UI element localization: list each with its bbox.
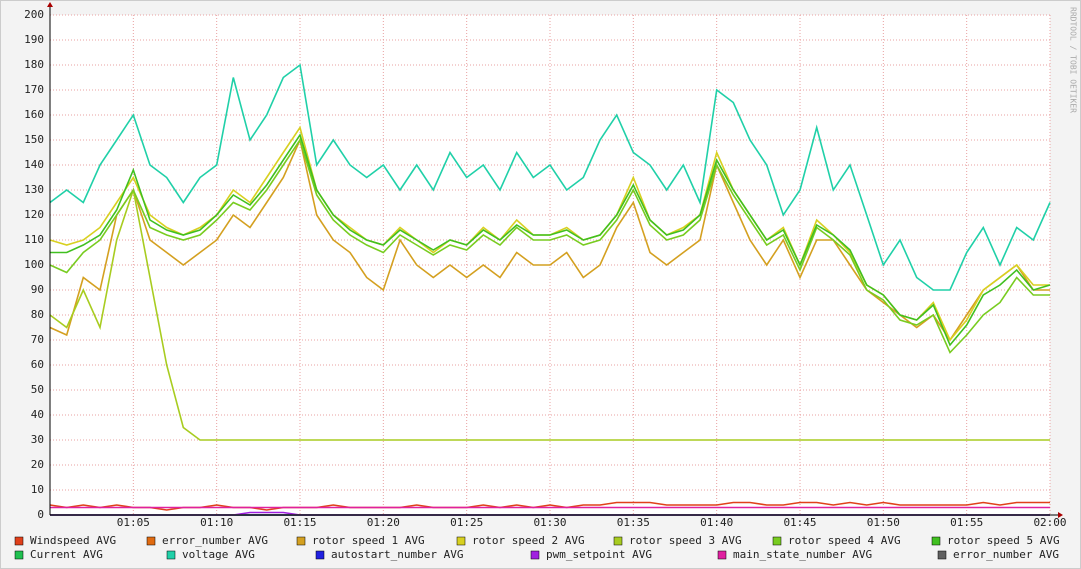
legend-swatch	[14, 536, 24, 546]
legend-swatch	[772, 536, 782, 546]
legend-swatch	[146, 536, 156, 546]
x-tick-label: 01:20	[367, 516, 400, 529]
x-tick-label: 01:10	[200, 516, 233, 529]
legend-label: rotor speed 2 AVG	[472, 534, 585, 547]
y-tick-label: 180	[24, 58, 44, 71]
x-tick-label: 01:25	[450, 516, 483, 529]
legend-label: main_state_number AVG	[733, 548, 872, 561]
legend-swatch	[14, 550, 24, 560]
legend-swatch	[613, 536, 623, 546]
legend-label: voltage AVG	[182, 548, 255, 561]
legend-label: error_number AVG	[953, 548, 1059, 561]
y-tick-label: 60	[31, 358, 44, 371]
y-tick-label: 170	[24, 83, 44, 96]
y-tick-label: 50	[31, 383, 44, 396]
legend-label: rotor speed 1 AVG	[312, 534, 425, 547]
series-line	[49, 186, 1050, 441]
legend-swatch	[456, 536, 466, 546]
legend-swatch	[166, 550, 176, 560]
x-tick-label: 01:40	[700, 516, 733, 529]
legend-swatch	[296, 536, 306, 546]
y-tick-label: 200	[24, 8, 44, 21]
y-tick-label: 130	[24, 183, 44, 196]
y-tick-label: 40	[31, 408, 44, 421]
axis-arrow	[47, 2, 53, 7]
y-tick-label: 0	[37, 508, 44, 521]
y-tick-label: 30	[31, 433, 44, 446]
series-line	[49, 138, 1050, 354]
y-tick-label: 150	[24, 133, 44, 146]
y-tick-label: 90	[31, 283, 44, 296]
y-tick-label: 100	[24, 258, 44, 271]
y-tick-label: 10	[31, 483, 44, 496]
legend-swatch	[717, 550, 727, 560]
x-tick-label: 02:00	[1033, 516, 1066, 529]
legend-label: pwm_setpoint AVG	[546, 548, 652, 561]
series-line	[49, 63, 1051, 291]
legend-label: autostart_number AVG	[331, 548, 463, 561]
legend-label: error_number AVG	[162, 534, 268, 547]
x-tick-label: 01:05	[117, 516, 150, 529]
x-tick-label: 01:55	[950, 516, 983, 529]
y-tick-label: 140	[24, 158, 44, 171]
watermark: RRDTOOL / TOBI OETIKER	[1069, 7, 1078, 113]
legend-label: rotor speed 3 AVG	[629, 534, 742, 547]
legend-label: rotor speed 5 AVG	[947, 534, 1060, 547]
y-tick-label: 190	[24, 33, 44, 46]
y-tick-label: 70	[31, 333, 44, 346]
series-line	[50, 133, 1051, 347]
legend-label: Windspeed AVG	[30, 534, 116, 547]
y-tick-label: 80	[31, 308, 44, 321]
y-tick-label: 110	[24, 233, 44, 246]
legend-swatch	[937, 550, 947, 560]
series-line	[49, 137, 1050, 342]
y-tick-label: 20	[31, 458, 44, 471]
legend-swatch	[315, 550, 325, 560]
legend-label: Current AVG	[30, 548, 103, 561]
legend-label: rotor speed 4 AVG	[788, 534, 901, 547]
x-tick-label: 01:45	[783, 516, 816, 529]
x-tick-label: 01:50	[867, 516, 900, 529]
series-line	[49, 501, 1050, 511]
x-tick-label: 01:15	[283, 516, 316, 529]
legend-swatch	[931, 536, 941, 546]
axis-arrow	[1058, 512, 1063, 518]
x-tick-label: 01:30	[533, 516, 566, 529]
y-tick-label: 120	[24, 208, 44, 221]
legend-swatch	[530, 550, 540, 560]
x-tick-label: 01:35	[617, 516, 650, 529]
y-tick-label: 160	[24, 108, 44, 121]
